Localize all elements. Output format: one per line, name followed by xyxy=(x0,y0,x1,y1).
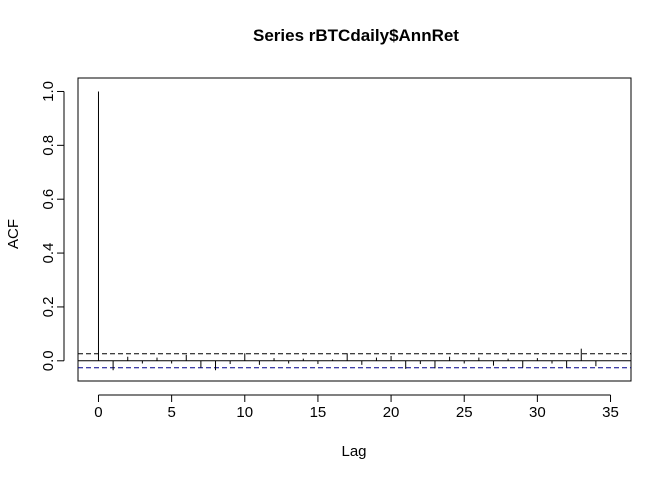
x-axis: 0 5 10 15 20 25 30 35 xyxy=(94,394,619,421)
y-axis: 0.0 0.2 0.4 0.6 0.8 1.0 xyxy=(40,81,65,371)
y-tick-label: 0.8 xyxy=(40,135,57,156)
x-tick-label: 5 xyxy=(167,404,175,421)
y-tick-label: 0.0 xyxy=(40,350,57,371)
y-tick-label: 1.0 xyxy=(40,81,57,102)
x-tick-label: 35 xyxy=(602,404,619,421)
x-tick-label: 10 xyxy=(236,404,253,421)
x-tick-label: 0 xyxy=(94,404,102,421)
y-tick-label: 0.6 xyxy=(40,189,57,210)
x-tick-label: 30 xyxy=(529,404,546,421)
chart-title: Series rBTCdaily$AnnRet xyxy=(253,26,459,45)
x-tick-label: 20 xyxy=(383,404,400,421)
y-tick-label: 0.4 xyxy=(40,243,57,264)
acf-bars xyxy=(97,91,597,371)
x-axis-label: Lag xyxy=(341,443,366,460)
y-axis-label: ACF xyxy=(5,219,22,249)
x-tick-label: 25 xyxy=(456,404,473,421)
y-tick-label: 0.2 xyxy=(40,297,57,318)
plot-frame xyxy=(77,77,632,382)
x-tick-label: 15 xyxy=(310,404,327,421)
